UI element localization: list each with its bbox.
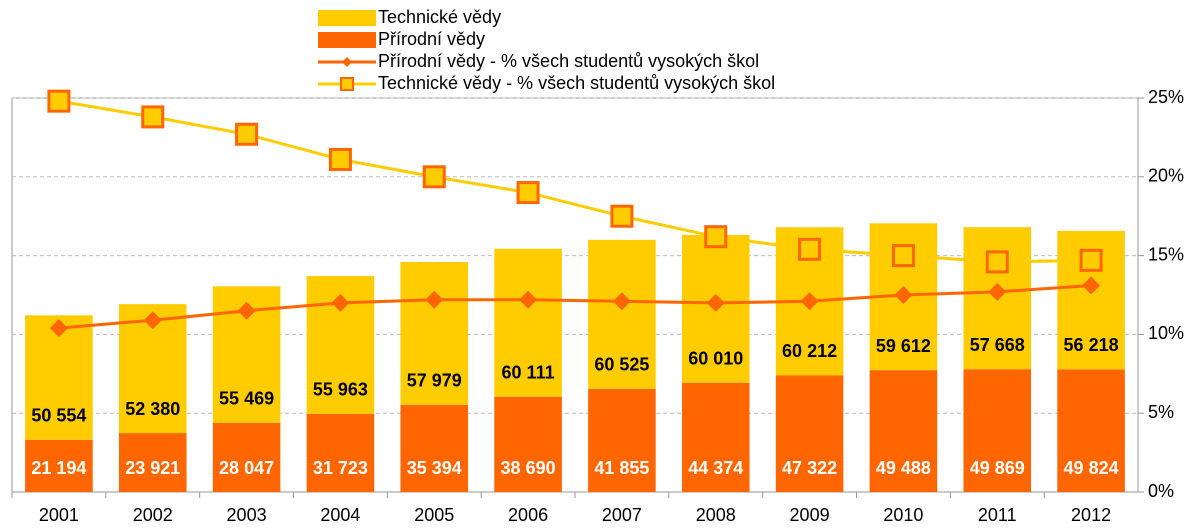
x-tick-label: 2007 xyxy=(602,505,642,525)
bar xyxy=(588,388,656,492)
x-tick-label: 2001 xyxy=(39,505,79,525)
line-marker xyxy=(894,286,913,304)
x-tick-label: 2006 xyxy=(508,505,548,525)
line-marker xyxy=(891,244,915,268)
line-marker xyxy=(49,319,68,338)
bar-value-label: 59 612 xyxy=(876,336,931,356)
line-marker xyxy=(141,105,165,129)
x-tick-label: 2004 xyxy=(320,505,360,525)
line-marker xyxy=(798,237,822,261)
legend-swatch xyxy=(342,57,352,67)
bar-value-label: 56 218 xyxy=(1064,335,1119,355)
y2-tick-label: 15% xyxy=(1148,244,1184,264)
line-marker xyxy=(331,293,350,312)
bar xyxy=(681,382,750,492)
x-tick-label: 2012 xyxy=(1071,505,1111,525)
line-marker xyxy=(612,292,631,311)
bar-value-label: 55 963 xyxy=(313,380,368,400)
y2-tick-label: 20% xyxy=(1148,166,1184,186)
legend-label: Technické vědy xyxy=(378,7,501,27)
line-marker xyxy=(47,89,71,113)
bar-value-label: 38 690 xyxy=(501,458,556,478)
bar-value-label: 31 723 xyxy=(313,458,368,478)
bar-value-label: 57 979 xyxy=(407,371,462,391)
bar xyxy=(494,248,562,397)
bar xyxy=(400,262,469,405)
x-tick-label: 2003 xyxy=(227,505,267,525)
line-marker xyxy=(610,204,634,228)
y2-tick-label: 0% xyxy=(1148,481,1174,501)
line-marker xyxy=(328,147,352,171)
bar xyxy=(775,375,844,492)
legend-swatch xyxy=(318,10,376,26)
x-tick-label: 2005 xyxy=(414,505,454,525)
legend-swatch xyxy=(340,77,354,91)
x-tick-label: 2010 xyxy=(883,505,923,525)
bar xyxy=(1057,369,1125,492)
bar-value-label: 49 869 xyxy=(970,458,1025,478)
y2-tick-label: 10% xyxy=(1148,323,1184,343)
bar-value-label: 47 322 xyxy=(782,458,837,478)
line-marker xyxy=(422,165,446,189)
legend-label: Přírodní vědy - % všech studentů vysokýc… xyxy=(378,51,759,71)
legend-label: Technické vědy - % všech studentů vysoký… xyxy=(378,73,775,93)
bar-value-label: 60 212 xyxy=(782,341,837,361)
line-marker xyxy=(988,282,1007,301)
line-marker xyxy=(706,293,725,312)
line-marker xyxy=(235,122,259,146)
bar-value-label: 60 525 xyxy=(594,355,649,375)
line-marker xyxy=(425,290,444,309)
bar xyxy=(212,422,281,492)
legend-label: Přírodní vědy xyxy=(378,29,485,49)
bar xyxy=(118,433,187,492)
bar-value-label: 60 010 xyxy=(688,348,743,368)
legend-swatch xyxy=(318,32,376,48)
bar-value-label: 50 554 xyxy=(31,406,86,426)
bar xyxy=(588,239,656,389)
line-marker xyxy=(704,225,728,249)
line-marker xyxy=(237,301,256,320)
x-tick-label: 2011 xyxy=(978,505,1017,525)
bar-value-label: 55 469 xyxy=(219,389,274,409)
bar xyxy=(400,404,469,492)
y2-tick-label: 25% xyxy=(1148,87,1184,107)
line-marker xyxy=(519,290,538,309)
bar-value-label: 23 921 xyxy=(125,458,180,478)
line-marker xyxy=(1082,276,1101,295)
y2-tick-label: 5% xyxy=(1148,402,1174,422)
x-tick-label: 2008 xyxy=(696,505,736,525)
line xyxy=(58,99,1092,264)
bar-value-label: 49 824 xyxy=(1064,458,1119,478)
line-marker xyxy=(1079,248,1103,272)
line-marker xyxy=(800,292,819,311)
bar-value-label: 21 194 xyxy=(31,458,86,478)
bar xyxy=(494,396,562,492)
line-marker xyxy=(143,311,162,330)
bar-value-label: 44 374 xyxy=(688,458,743,478)
line-marker xyxy=(516,181,540,205)
bar xyxy=(869,370,938,492)
bar-value-label: 57 668 xyxy=(970,335,1025,355)
bar-value-label: 41 855 xyxy=(594,458,649,478)
line-marker xyxy=(985,250,1009,274)
bar xyxy=(306,413,375,492)
bar-value-label: 49 488 xyxy=(876,458,931,478)
bar xyxy=(963,369,1032,492)
line xyxy=(58,284,1092,330)
bar-value-label: 60 111 xyxy=(502,362,555,382)
bar xyxy=(25,439,93,492)
bar-value-label: 52 380 xyxy=(125,399,180,419)
x-tick-label: 2002 xyxy=(133,505,173,525)
bar-value-label: 35 394 xyxy=(407,458,462,478)
x-tick-label: 2009 xyxy=(790,505,830,525)
bar-value-label: 28 047 xyxy=(219,458,274,478)
